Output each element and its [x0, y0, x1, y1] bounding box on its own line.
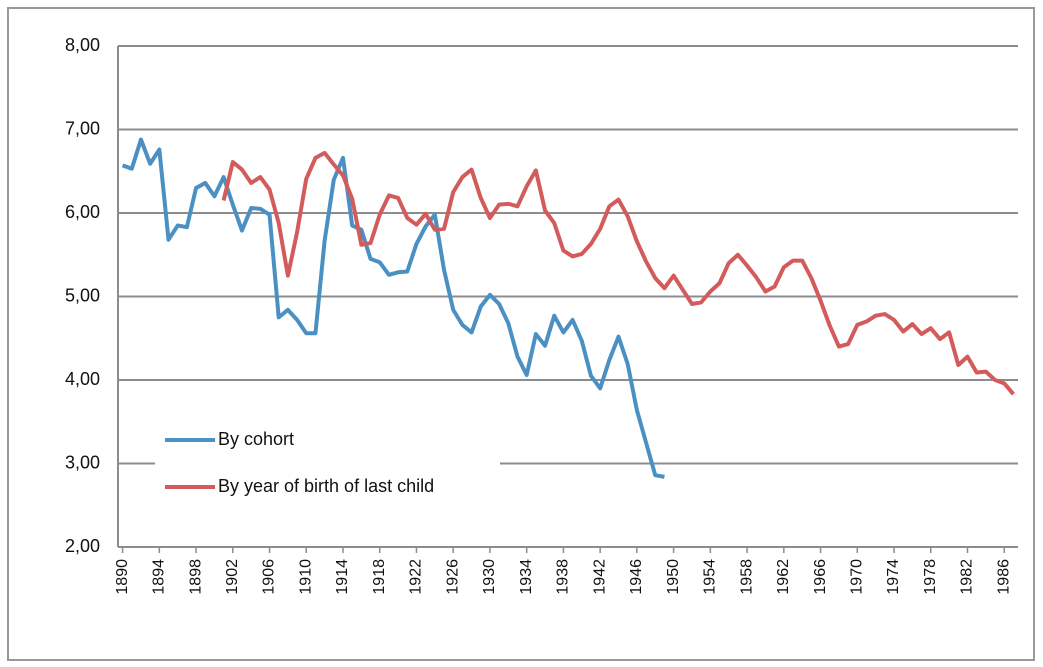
x-tick-label: 1902: [224, 559, 241, 595]
chart-frame: [7, 7, 1035, 661]
x-tick-label: 1970: [849, 559, 866, 595]
legend-label: By cohort: [218, 429, 294, 449]
x-tick-label: 1974: [885, 559, 902, 595]
y-tick-label: 6,00: [65, 202, 100, 222]
x-tick-label: 1890: [114, 559, 131, 595]
x-tick-label: 1910: [297, 559, 314, 595]
x-tick-label: 1914: [334, 559, 351, 595]
x-tick-label: 1938: [555, 559, 572, 595]
x-tick-label: 1950: [665, 559, 682, 595]
x-tick-label: 1942: [591, 559, 608, 595]
x-tick-label: 1978: [922, 559, 939, 595]
y-tick-label: 7,00: [65, 118, 100, 138]
x-tick-label: 1946: [628, 559, 645, 595]
legend-label: By year of birth of last child: [218, 476, 434, 496]
y-tick-label: 5,00: [65, 285, 100, 305]
y-tick-label: 8,00: [65, 35, 100, 55]
series-line: [121, 137, 665, 479]
x-tick-label: 1934: [518, 559, 535, 595]
x-tick-label: 1954: [702, 559, 719, 595]
y-tick-label: 3,00: [65, 452, 100, 472]
x-tick-label: 1930: [481, 559, 498, 595]
x-tick-label: 1906: [261, 559, 278, 595]
x-tick-label: 1982: [959, 559, 976, 595]
x-tick-label: 1958: [738, 559, 755, 595]
series-line: [221, 150, 1015, 396]
x-tick-label: 1918: [371, 559, 388, 595]
x-tick-label: 1966: [812, 559, 829, 595]
x-tick-label: 1898: [187, 559, 204, 595]
x-tick-label: 1894: [151, 559, 168, 595]
y-tick-label: 2,00: [65, 536, 100, 556]
x-tick-label: 1926: [444, 559, 461, 595]
x-tick-label: 1922: [408, 559, 425, 595]
x-tick-label: 1962: [775, 559, 792, 595]
x-tick-label: 1986: [995, 559, 1012, 595]
y-tick-label: 4,00: [65, 369, 100, 389]
